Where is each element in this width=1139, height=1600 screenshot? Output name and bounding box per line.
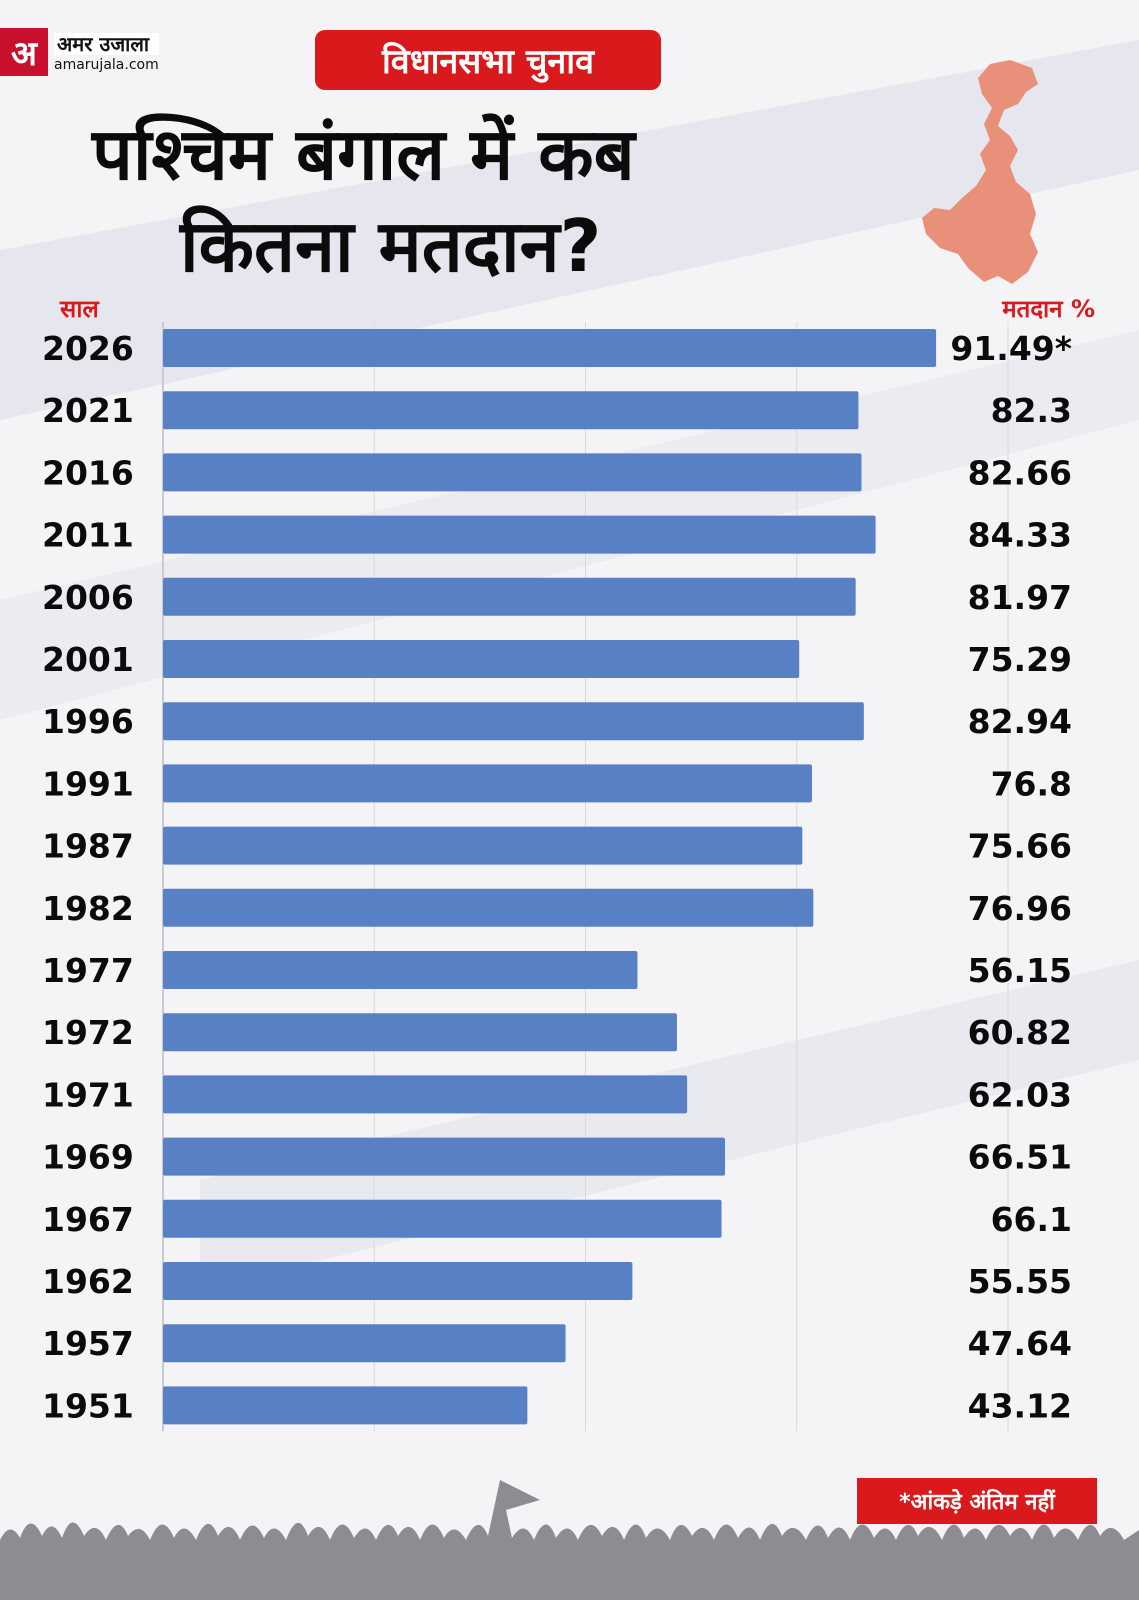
turnout-value-label: 62.03 [968,1075,1072,1114]
turnout-value-label: 75.66 [968,827,1072,866]
turnout-value-label: 66.1 [991,1200,1072,1239]
turnout-bar [163,453,862,492]
year-label: 1951 [42,1386,134,1425]
title-line-1: पश्चिम बंगाल में कब [92,112,635,196]
turnout-bar [163,329,937,367]
turnout-bar [163,826,803,865]
turnout-value-label: 76.96 [968,889,1072,928]
year-label: 1982 [42,889,134,928]
turnout-value-label: 60.82 [968,1013,1072,1052]
year-label: 1996 [42,702,134,741]
year-label: 2021 [42,391,134,430]
brand-name: अमर उजाला [54,32,159,55]
turnout-bar [163,1075,688,1114]
turnout-bar [163,951,638,989]
chart-title: पश्चिम बंगाल में कब कितना मतदान? [92,108,872,292]
year-label: 1957 [42,1324,134,1363]
turnout-bar [163,1013,677,1052]
turnout-value-label: 75.29 [968,640,1072,679]
year-label: 2016 [42,453,134,492]
year-label: 1971 [42,1075,134,1114]
turnout-value-label: 76.8 [991,764,1072,803]
turnout-bar [163,1137,726,1176]
turnout-column-header: मतदान % [1002,295,1095,323]
turnout-value-label: 55.55 [968,1262,1072,1301]
turnout-value-label: 84.33 [968,516,1072,555]
year-label: 2006 [42,578,134,617]
year-label: 2011 [42,516,134,555]
year-label: 2026 [42,329,134,368]
turnout-value-label: 82.3 [991,391,1072,430]
turnout-value-label: 43.12 [968,1386,1072,1425]
crowd-silhouette [0,1480,1139,1600]
brand-url: amarujala.com [54,56,159,73]
turnout-bar [163,1199,722,1238]
turnout-value-label: 56.15 [968,951,1072,990]
year-label: 1967 [42,1200,134,1239]
year-label: 1962 [42,1262,134,1301]
footnote-badge: *आंकड़े अंतिम नहीं [857,1478,1097,1524]
turnout-bar [163,640,800,678]
turnout-bar [163,764,812,803]
section-badge: विधानसभा चुनाव [315,30,661,90]
turnout-value-label: 66.51 [968,1138,1072,1177]
turnout-bar [163,888,814,927]
turnout-value-label: 47.64 [968,1324,1072,1363]
turnout-bar [163,515,876,554]
brand-mark: अ [0,28,48,76]
turnout-bar [163,1262,633,1300]
title-line-2: कितना मतदान? [180,204,602,288]
brand-logo: अ अमर उजाला amarujala.com [0,28,159,76]
west-bengal-map-icon [922,60,1038,284]
year-label: 1991 [42,764,134,803]
year-label: 1972 [42,1013,134,1052]
year-label: 1977 [42,951,134,990]
turnout-bar-chart: 2026 91.49* 2021 82.3 2016 82.66 2011 84.33 2006… [42,322,1072,1432]
turnout-value-label: 82.94 [968,702,1072,741]
year-column-header: साल [60,295,99,323]
turnout-bar [163,577,856,616]
turnout-value-label: 81.97 [968,578,1072,617]
turnout-value-label: 91.49* [950,329,1072,368]
turnout-bar [163,702,864,741]
year-label: 1969 [42,1138,134,1177]
turnout-bar [163,1324,566,1363]
turnout-bar [163,391,859,430]
year-label: 2001 [42,640,134,679]
turnout-bar [163,1386,528,1425]
turnout-value-label: 82.66 [968,453,1072,492]
year-label: 1987 [42,827,134,866]
